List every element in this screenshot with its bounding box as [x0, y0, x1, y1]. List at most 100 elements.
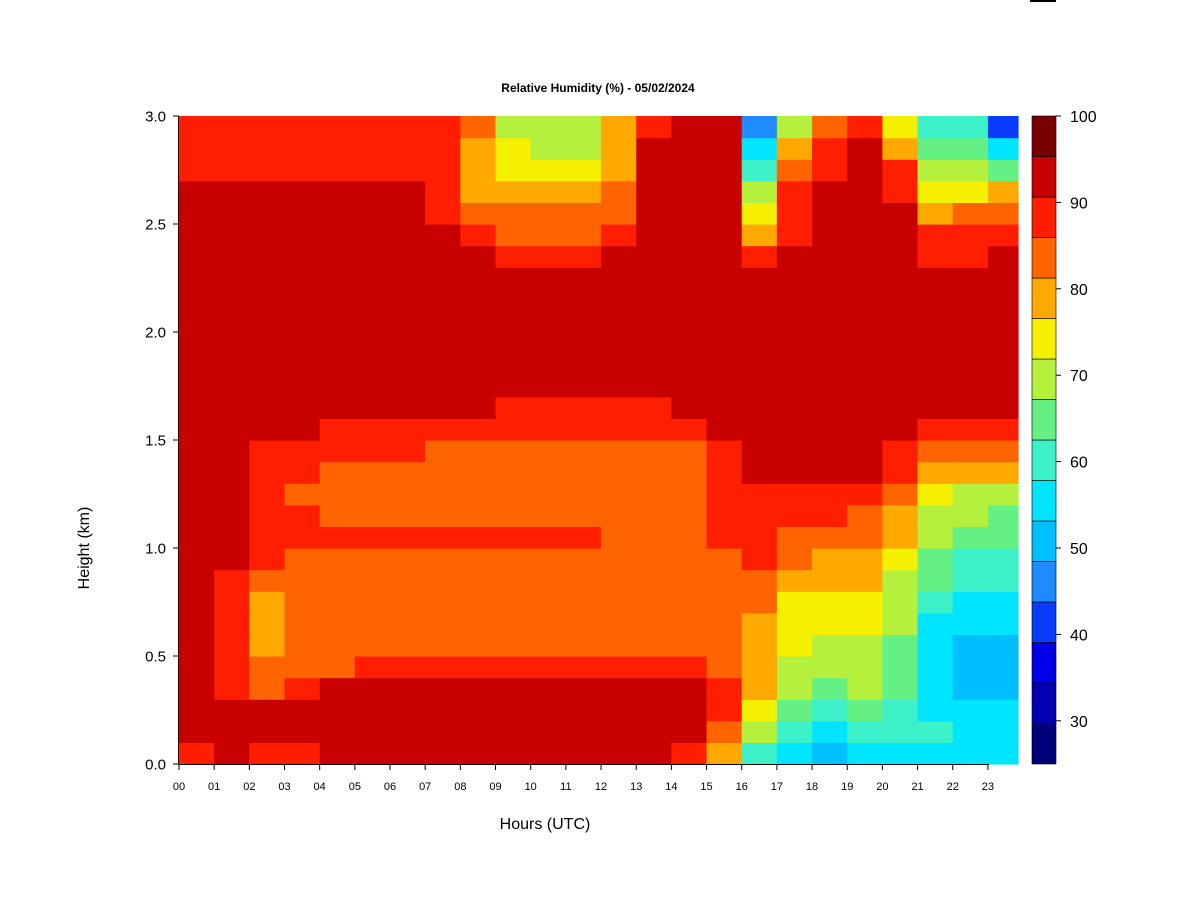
heatmap-cell [214, 310, 250, 333]
heatmap-cell [565, 742, 602, 765]
colorbar-segment [1031, 480, 1057, 522]
heatmap-cell [179, 245, 215, 268]
heatmap-cell [565, 699, 602, 722]
heatmap-cell [319, 461, 356, 484]
heatmap-cell [249, 526, 286, 549]
heatmap-cell [987, 353, 1019, 376]
heatmap-cell [636, 504, 672, 527]
heatmap-cell [284, 267, 321, 290]
heatmap-cell [460, 288, 497, 311]
heatmap-cell [425, 612, 461, 635]
heatmap-cell [987, 116, 1019, 139]
heatmap-cell [601, 591, 637, 614]
heatmap-cell [601, 699, 637, 722]
heatmap-cell [425, 116, 461, 139]
heatmap-cell [671, 483, 708, 506]
heatmap-cell [565, 180, 602, 203]
heatmap-cell [952, 677, 989, 700]
heatmap-cell [284, 504, 321, 527]
heatmap-cell [917, 159, 954, 182]
heatmap-cell [741, 656, 778, 679]
heatmap-cell [460, 440, 497, 463]
heatmap-cell [390, 332, 426, 355]
heatmap-cell [601, 353, 637, 376]
heatmap-cell [636, 116, 672, 139]
heatmap-cell [495, 224, 532, 247]
heatmap-cell [636, 612, 672, 635]
heatmap-cell [776, 245, 813, 268]
heatmap-cell [214, 375, 250, 398]
heatmap-cell [706, 180, 743, 203]
heatmap-cell [601, 310, 637, 333]
heatmap-cell [741, 267, 778, 290]
heatmap-cell [882, 720, 919, 743]
heatmap-cell [249, 483, 286, 506]
heatmap-cell [882, 440, 919, 463]
heatmap-cell [495, 483, 532, 506]
heatmap-cell [249, 267, 286, 290]
heatmap-cell [847, 375, 883, 398]
heatmap-cell [987, 742, 1019, 765]
heatmap-cell [179, 332, 215, 355]
heatmap-cell [319, 634, 356, 657]
heatmap-cell [495, 180, 532, 203]
heatmap-cell [882, 418, 919, 441]
heatmap-cell [390, 202, 426, 225]
heatmap-cell [917, 504, 954, 527]
heatmap-cell [354, 504, 391, 527]
heatmap-cell [671, 180, 708, 203]
heatmap-cell [565, 548, 602, 571]
heatmap-cell [530, 332, 567, 355]
heatmap-cell [636, 634, 672, 657]
heatmap-cell [179, 612, 215, 635]
colorbar-segment [1031, 682, 1057, 724]
heatmap-cell [812, 267, 848, 290]
heatmap-cell [214, 461, 250, 484]
heatmap-cell [319, 245, 356, 268]
heatmap-cell [601, 483, 637, 506]
heatmap-cell [882, 116, 919, 139]
heatmap-cell [671, 332, 708, 355]
heatmap-cell [952, 526, 989, 549]
heatmap-cell [179, 720, 215, 743]
heatmap-cell [284, 591, 321, 614]
heatmap-cell [390, 396, 426, 419]
heatmap-cell [495, 159, 532, 182]
heatmap-cell [812, 742, 848, 765]
heatmap-cell [214, 591, 250, 614]
heatmap-cell [319, 699, 356, 722]
heatmap-cell [601, 440, 637, 463]
heatmap-cell [952, 591, 989, 614]
heatmap-cell [319, 677, 356, 700]
heatmap-cell [530, 483, 567, 506]
x-tick-label: 22 [947, 781, 959, 793]
heatmap-cell [390, 224, 426, 247]
heatmap-cell [741, 332, 778, 355]
heatmap-cell [354, 526, 391, 549]
heatmap-cell [706, 699, 743, 722]
heatmap-cell [214, 656, 250, 679]
heatmap-cell [565, 634, 602, 657]
heatmap-cell [179, 224, 215, 247]
heatmap-cell [284, 656, 321, 679]
heatmap-cell [952, 180, 989, 203]
heatmap-cell [425, 159, 461, 182]
heatmap-cell [812, 180, 848, 203]
heatmap-cell [284, 483, 321, 506]
x-tick-label: 06 [384, 781, 396, 793]
heatmap-cell [987, 656, 1019, 679]
heatmap-cell [601, 396, 637, 419]
heatmap-cell [390, 353, 426, 376]
heatmap-cell [636, 461, 672, 484]
heatmap-cell [601, 720, 637, 743]
heatmap-cell [530, 159, 567, 182]
heatmap-cell [390, 180, 426, 203]
heatmap-cell [847, 224, 883, 247]
heatmap-cell [847, 720, 883, 743]
heatmap-cell [214, 332, 250, 355]
heatmap-cell [495, 720, 532, 743]
heatmap-cell [812, 699, 848, 722]
heatmap-cell [319, 375, 356, 398]
heatmap-cell [776, 288, 813, 311]
